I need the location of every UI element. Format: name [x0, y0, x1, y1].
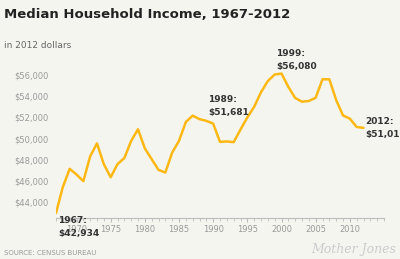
Text: 1967:
$42,934: 1967: $42,934: [58, 216, 99, 238]
Text: Median Household Income, 1967-2012: Median Household Income, 1967-2012: [4, 8, 290, 21]
Text: in 2012 dollars: in 2012 dollars: [4, 41, 71, 51]
Text: SOURCE: CENSUS BUREAU: SOURCE: CENSUS BUREAU: [4, 250, 96, 256]
Text: 1999:
$56,080: 1999: $56,080: [276, 49, 317, 71]
Text: 1989:
$51,681: 1989: $51,681: [208, 95, 249, 117]
Text: 2012:
$51,017: 2012: $51,017: [366, 117, 400, 139]
Text: Mother Jones: Mother Jones: [311, 243, 396, 256]
